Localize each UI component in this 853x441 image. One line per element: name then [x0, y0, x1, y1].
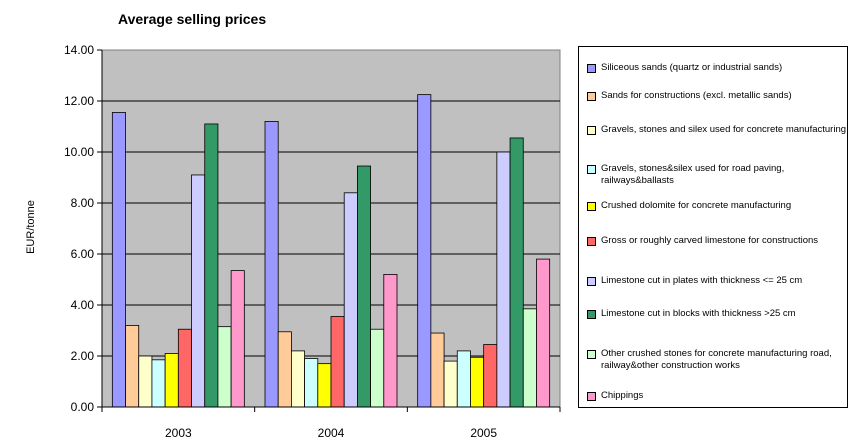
y-tick-label: 10.00 [64, 145, 94, 159]
legend-swatch [587, 202, 596, 211]
bar [430, 332, 445, 408]
chart-legend: Siliceous sands (quartz or industrial sa… [578, 46, 848, 408]
bar [356, 165, 371, 408]
legend-label: Limestone cut in blocks with thickness >… [601, 308, 796, 319]
chart-title: Average selling prices [118, 11, 266, 27]
bar [177, 328, 192, 408]
legend-swatch [587, 165, 596, 174]
bar [125, 324, 140, 408]
bar [277, 331, 292, 408]
legend-label: Gravels, stones&silex used for road pavi… [601, 163, 785, 186]
legend-item: Gravels, stones and silex used for concr… [587, 124, 846, 136]
bar [483, 344, 498, 408]
bar [496, 151, 511, 408]
bar [304, 358, 319, 408]
bar [417, 94, 432, 408]
legend-item: Sands for constructions (excl. metallic … [587, 90, 846, 102]
legend-label: Siliceous sands (quartz or industrial sa… [601, 62, 783, 73]
legend-swatch [587, 237, 596, 246]
legend-swatch [587, 392, 596, 401]
bar [343, 192, 358, 408]
bar [264, 121, 279, 408]
legend-swatch [587, 64, 596, 73]
y-axis-label: EUR/tonne [25, 200, 37, 254]
legend-swatch [587, 126, 596, 135]
bar [317, 363, 332, 408]
legend-swatch [587, 92, 596, 101]
x-tick-label: 2004 [318, 426, 345, 440]
bar [509, 137, 524, 408]
plot-area: 0.00 2.00 4.00 6.00 8.00 10.00 12.00 14.00 2003 2… [64, 43, 561, 440]
bar [456, 350, 471, 408]
bar [217, 326, 232, 408]
legend-item: Crushed dolomite for concrete manufactur… [587, 200, 846, 212]
legend-item: Gross or roughly carved limestone for co… [587, 235, 846, 247]
y-tick-label: 6.00 [71, 247, 95, 261]
legend-label: Gravels, stones and silex used for concr… [601, 124, 847, 135]
legend-label: Sands for constructions (excl. metallic … [601, 90, 792, 101]
legend-swatch [587, 310, 596, 319]
bar [138, 355, 153, 408]
bar [443, 360, 458, 408]
bar [370, 328, 385, 408]
legend-label: Crushed dolomite for concrete manufactur… [601, 200, 792, 211]
legend-item: Siliceous sands (quartz or industrial sa… [587, 62, 846, 74]
bar [290, 350, 305, 408]
y-tick-label: 14.00 [64, 43, 94, 57]
x-tick-label: 2003 [165, 426, 192, 440]
legend-swatch [587, 350, 596, 359]
bar [330, 316, 345, 408]
bar [204, 123, 219, 408]
legend-swatch [587, 277, 596, 286]
y-tick-label: 4.00 [71, 298, 95, 312]
legend-item: Limestone cut in blocks with thickness >… [587, 308, 846, 320]
x-tick-label: 2005 [470, 426, 497, 440]
y-tick-label: 0.00 [71, 400, 95, 414]
legend-item: Limestone cut in plates with thickness <… [587, 275, 846, 287]
y-tick-label: 8.00 [71, 196, 95, 210]
legend-label: Chippings [601, 390, 644, 401]
bar [191, 174, 206, 408]
legend-label: Other crushed stones for concrete manufa… [601, 348, 832, 371]
bar [383, 273, 398, 408]
legend-item: Other crushed stones for concrete manufa… [587, 348, 846, 372]
legend-item: Gravels, stones&silex used for road pavi… [587, 163, 846, 187]
bar [230, 270, 245, 408]
legend-label: Limestone cut in plates with thickness <… [601, 275, 803, 286]
bar [536, 258, 551, 408]
bar [151, 359, 166, 408]
bar [522, 308, 537, 408]
bar [164, 353, 179, 408]
legend-item: Chippings [587, 390, 846, 402]
y-tick-label: 2.00 [71, 349, 95, 363]
bar [470, 356, 485, 408]
legend-label: Gross or roughly carved limestone for co… [601, 235, 819, 246]
bar [111, 112, 126, 408]
y-tick-label: 12.00 [64, 94, 94, 108]
